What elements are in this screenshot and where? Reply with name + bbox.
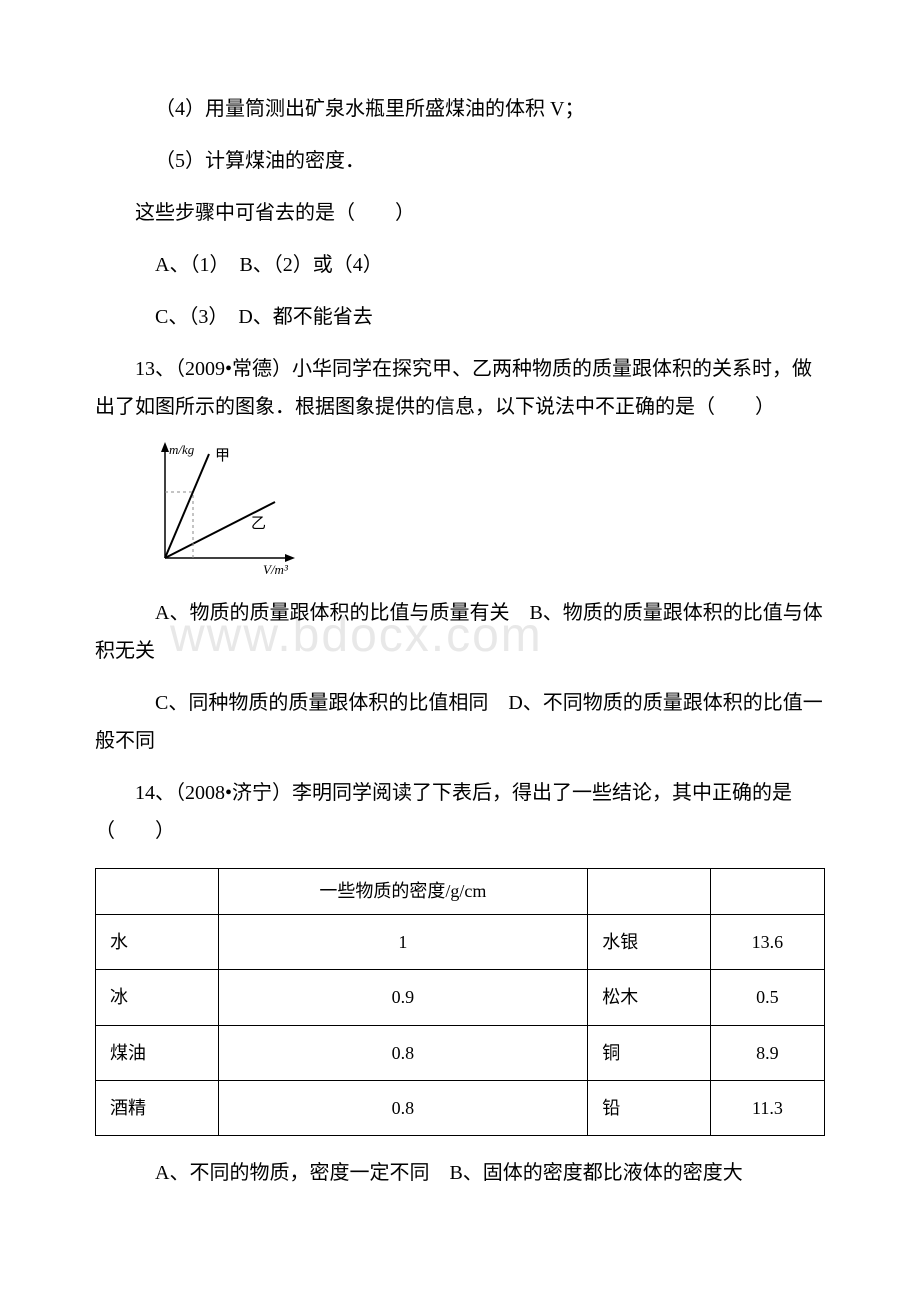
q13-options-cd: C、同种物质的质量跟体积的比值相同 D、不同物质的质量跟体积的比值一般不同 [95, 684, 825, 760]
table-row: 水 1 水银 13.6 [96, 915, 825, 970]
cell-material: 铜 [588, 1025, 711, 1080]
cell-material: 酒精 [96, 1080, 219, 1135]
table-row: 煤油 0.8 铜 8.9 [96, 1025, 825, 1080]
header-empty2 [588, 869, 711, 915]
q12-opt-a: A、（1） [155, 254, 219, 276]
q14-opt-a: A、不同的物质，密度一定不同 [155, 1162, 429, 1184]
q12-opt-b: B、（2）或（4） [239, 254, 382, 276]
q12-step5: （5）计算煤油的密度． [95, 142, 825, 180]
cell-material: 水银 [588, 915, 711, 970]
header-empty3 [710, 869, 824, 915]
cell-value: 8.9 [710, 1025, 824, 1080]
line2-label: 乙 [251, 516, 266, 532]
cell-material: 冰 [96, 970, 219, 1025]
q12-step4: （4）用量筒测出矿泉水瓶里所盛煤油的体积 V； [95, 90, 825, 128]
cell-value: 1 [218, 915, 588, 970]
line-jia [165, 454, 209, 558]
cell-material: 铅 [588, 1080, 711, 1135]
cell-value: 13.6 [710, 915, 824, 970]
q12-options-cd: C、（3） D、都不能省去 [95, 298, 825, 336]
cell-value: 0.8 [218, 1080, 588, 1135]
line1-label: 甲 [215, 448, 230, 464]
y-axis-arrow [161, 442, 169, 452]
y-axis-label: m/kg [169, 442, 195, 457]
q12-opt-d: D、都不能省去 [238, 306, 372, 328]
density-table: 一些物质的密度/g/cm 水 1 水银 13.6 冰 0.9 松木 0.5 煤油… [95, 868, 825, 1136]
q13-opt-c: C、同种物质的质量跟体积的比值相同 [155, 692, 488, 714]
mass-volume-graph-svg: m/kg V/m³ 甲 乙 [143, 440, 303, 580]
q14-opt-b: B、固体的密度都比液体的密度大 [449, 1162, 742, 1184]
q13-graph: m/kg V/m³ 甲 乙 [143, 440, 303, 580]
table-row: 冰 0.9 松木 0.5 [96, 970, 825, 1025]
q13-stem: 13、（2009•常德）小华同学在探究甲、乙两种物质的质量跟体积的关系时，做出了… [95, 350, 825, 426]
cell-material: 水 [96, 915, 219, 970]
x-axis-arrow [285, 554, 295, 562]
cell-material: 松木 [588, 970, 711, 1025]
cell-value: 0.8 [218, 1025, 588, 1080]
q12-opt-c: C、（3） [155, 306, 218, 328]
cell-value: 0.9 [218, 970, 588, 1025]
cell-material: 煤油 [96, 1025, 219, 1080]
cell-value: 11.3 [710, 1080, 824, 1135]
header-title: 一些物质的密度/g/cm [218, 869, 588, 915]
x-axis-label: V/m³ [263, 562, 289, 577]
cell-value: 0.5 [710, 970, 824, 1025]
q13-opt-a: A、物质的质量跟体积的比值与质量有关 [155, 602, 509, 624]
q14-options-ab: A、不同的物质，密度一定不同 B、固体的密度都比液体的密度大 [95, 1154, 825, 1192]
q12-stem: 这些步骤中可省去的是（ ） [95, 194, 825, 232]
document-body: （4）用量筒测出矿泉水瓶里所盛煤油的体积 V； （5）计算煤油的密度． 这些步骤… [95, 90, 825, 1192]
q14-stem: 14、（2008•济宁）李明同学阅读了下表后，得出了一些结论，其中正确的是（ ） [95, 774, 825, 850]
table-row: 酒精 0.8 铅 11.3 [96, 1080, 825, 1135]
q12-options-ab: A、（1） B、（2）或（4） [95, 246, 825, 284]
q13-options-ab: A、物质的质量跟体积的比值与质量有关 B、物质的质量跟体积的比值与体积无关 [95, 594, 825, 670]
header-empty [96, 869, 219, 915]
table-header-row: 一些物质的密度/g/cm [96, 869, 825, 915]
